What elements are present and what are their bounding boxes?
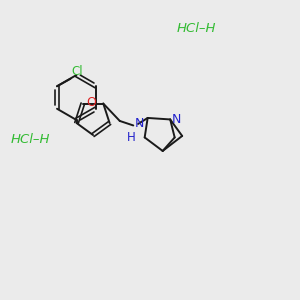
Text: H: H xyxy=(127,131,136,144)
Text: N: N xyxy=(134,117,144,130)
Text: HCl–H: HCl–H xyxy=(177,22,216,35)
Text: Cl: Cl xyxy=(71,65,83,78)
Text: N: N xyxy=(172,113,181,126)
Text: O: O xyxy=(86,96,96,109)
Text: HCl–H: HCl–H xyxy=(10,133,50,146)
